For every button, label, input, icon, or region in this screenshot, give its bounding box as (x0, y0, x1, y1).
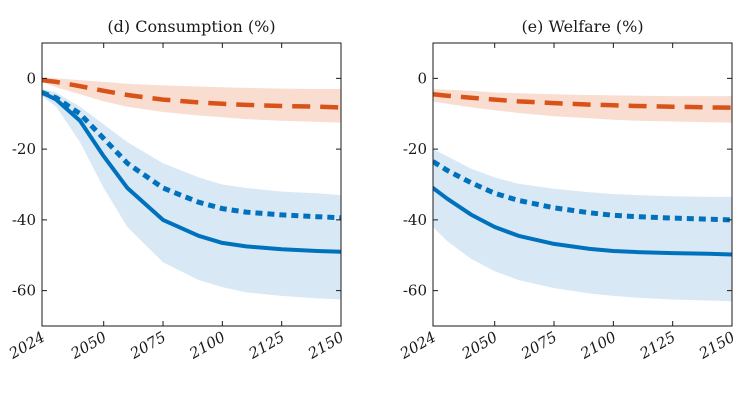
y-tick-label: -40 (12, 211, 36, 229)
y-tick-label: 0 (417, 69, 427, 87)
y-tick-label: -60 (403, 282, 427, 300)
series-line-dashed (42, 77, 341, 110)
axes-box (41, 42, 342, 327)
x-tick-label: 2075 (126, 328, 169, 363)
x-tick-label: 2100 (576, 328, 619, 363)
series-line-dashed (433, 92, 732, 110)
x-tick-label: 2100 (185, 328, 228, 363)
x-tick-label: 2125 (245, 328, 288, 363)
axes-box (432, 42, 733, 327)
x-tick-label: 2150 (304, 328, 347, 363)
x-tick-label: 2024 (396, 328, 439, 363)
chart-title: (d) Consumption (%) (107, 17, 275, 36)
y-tick-label: 0 (26, 69, 36, 87)
x-tick-label: 2150 (695, 328, 738, 363)
y-tick-label: -60 (12, 282, 36, 300)
series-line-solid (42, 90, 341, 254)
y-tick-label: -20 (403, 140, 427, 158)
y-tick-label: -40 (403, 211, 427, 229)
plot-area (433, 89, 732, 302)
x-tick-label: 2075 (517, 328, 560, 363)
chart-panel-2: 0 -20 -40 -60 2024 2050 2075 2100 2125 2150 (e) We… (396, 17, 738, 363)
series-line-solid (433, 186, 732, 257)
chart-title: (e) Welfare (%) (521, 17, 643, 36)
x-tick-label: 2050 (67, 328, 110, 363)
x-tick-label: 2024 (5, 328, 48, 363)
chart-panel-1: 0 -20 -40 -60 2024 2050 2075 2100 2125 2150 (d) Co… (5, 17, 347, 363)
confidence-band-3 (433, 149, 732, 302)
x-tick-label: 2125 (636, 328, 679, 363)
plot-area (42, 77, 341, 300)
series-line-dotted (42, 90, 341, 221)
y-tick-label: -20 (12, 140, 36, 158)
x-tick-label: 2050 (458, 328, 501, 363)
series-line-dotted (433, 159, 732, 223)
